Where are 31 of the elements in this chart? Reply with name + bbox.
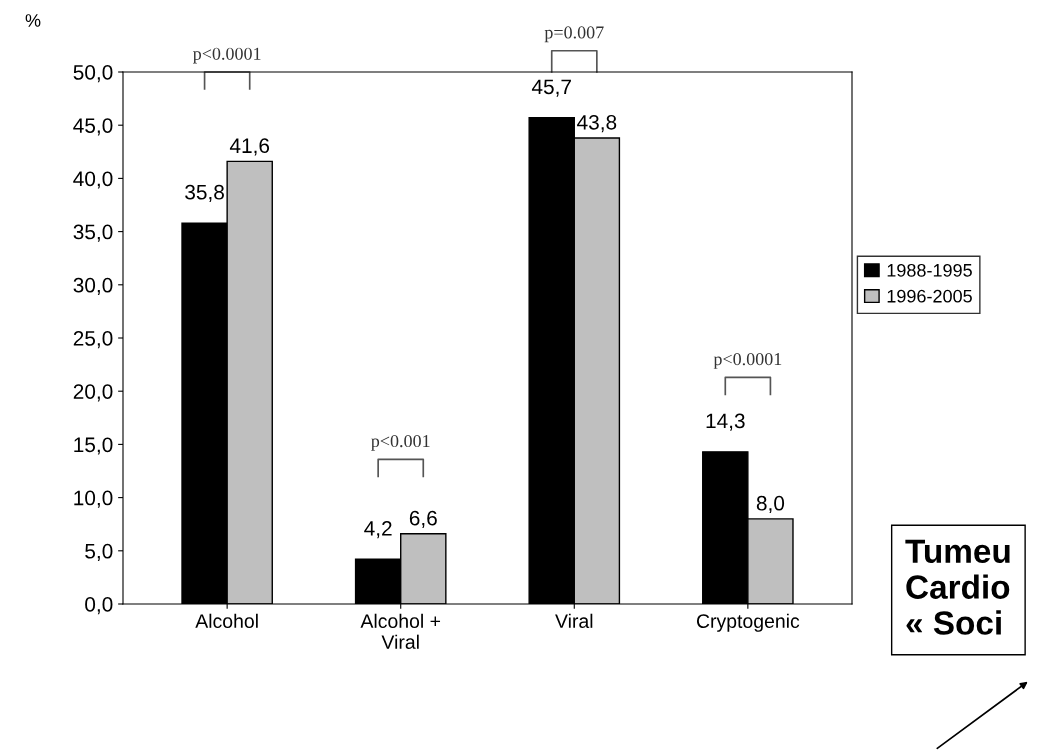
annotation: p<0.001 [371, 434, 430, 451]
data-label: 41,6 [229, 138, 270, 156]
text: Tumeu Cardio « Soci [905, 539, 1010, 635]
data-label: 35,8 [185, 184, 224, 202]
x-tick-label: Cryptogenic [696, 613, 800, 632]
y-tick-label: 0,0 [85, 597, 113, 615]
text: p=0.007 [544, 26, 604, 43]
y-tick-label: 50,0 [73, 65, 113, 83]
y-tick-label: 30,0 [73, 277, 113, 296]
y-tick-label: 10,0 [74, 490, 113, 508]
data-label: 6,6 [409, 510, 437, 528]
data-label: 8,0 [756, 495, 785, 514]
annotation: p<0.0001 [713, 353, 782, 369]
y-tick-label: 20,0 [73, 384, 113, 402]
y-tick-label: 40,0 [73, 171, 113, 189]
data-label: 14,3 [706, 413, 745, 431]
data-label: 45,7 [531, 79, 571, 97]
legend-label: 1988-1995 [887, 263, 972, 277]
y-tick-label: 35,0 [73, 224, 113, 242]
data-label: 43,8 [577, 114, 617, 133]
y-tick-label: 45,0 [73, 118, 113, 136]
x-tick-label: Alcohol + Viral [360, 613, 441, 649]
y-tick-label: 5,0 [85, 543, 113, 562]
legend-label: 1996-2005 [887, 289, 972, 303]
x-tick-label: Viral [555, 613, 593, 628]
text: p<0.0001 [193, 47, 261, 64]
y-axis-title: % [25, 14, 41, 27]
y-tick-label: 15,0 [74, 437, 113, 455]
data-label: 4,2 [364, 521, 392, 539]
y-tick-label: 25,0 [73, 331, 113, 349]
x-tick-label: Alcohol [195, 613, 258, 628]
